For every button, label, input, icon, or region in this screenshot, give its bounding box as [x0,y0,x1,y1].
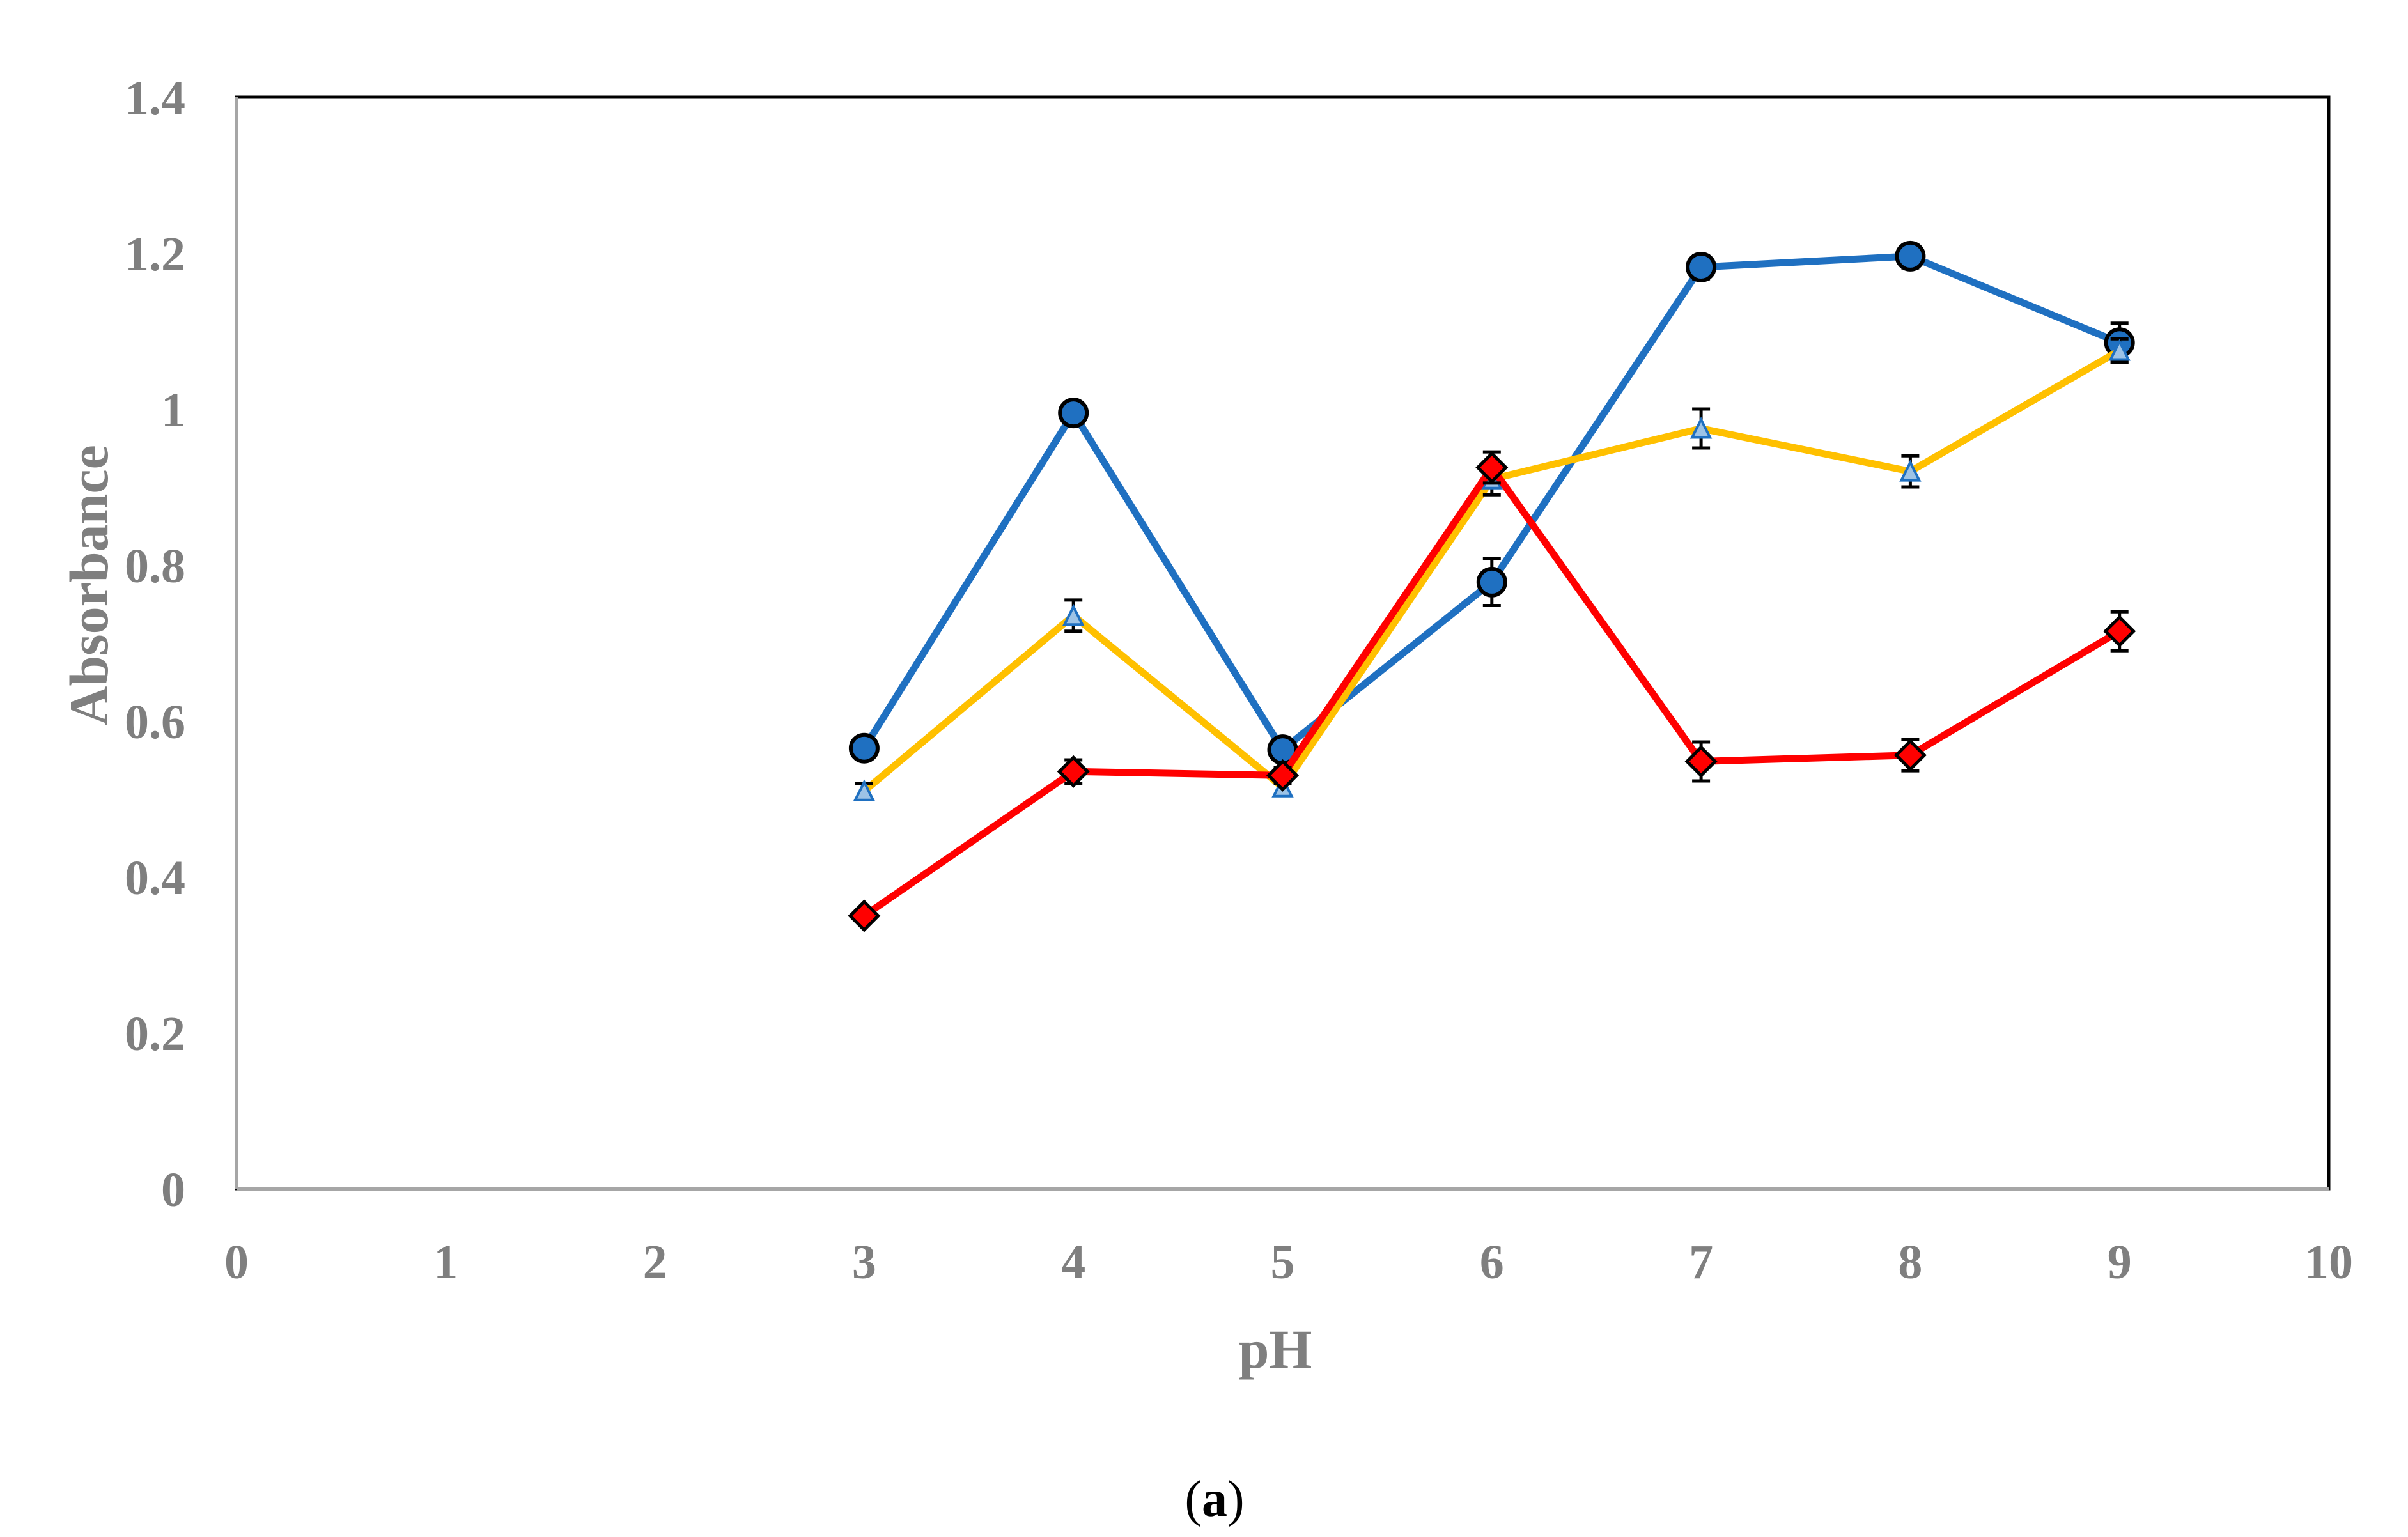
plot-area-frame [235,95,2331,1191]
data-point [853,779,876,801]
x-axis-title: pH [1239,1318,1312,1380]
x-tick-label: 1 [433,1235,458,1289]
caption-close-paren: ) [1227,1471,1245,1527]
x-tick-labels: 0 1 2 3 4 5 6 7 8 9 10 [224,1235,2353,1289]
x-tick-label: 7 [1689,1235,1713,1289]
data-point [2108,339,2131,361]
x-tick-label: 3 [852,1235,876,1289]
data-point [848,732,880,764]
caption-letter: a [1202,1471,1227,1527]
data-point [1684,745,1718,778]
data-point [848,899,881,932]
y-axis-title: Absorbance [58,445,120,726]
x-tick-label: 2 [643,1235,667,1289]
data-point [1899,460,1922,482]
series-diamond [848,450,2136,932]
data-point [1062,603,1085,626]
data-point [1057,755,1090,788]
figure-caption: (a) [1185,1471,1244,1527]
y-tick-label: 1.2 [125,228,185,281]
x-tick-label: 0 [224,1235,249,1289]
data-point [1475,451,1509,484]
series-layer [848,240,2136,932]
y-tick-label: 1.4 [125,72,185,125]
series-circle [848,240,2135,766]
data-point [1266,759,1300,792]
x-tick-label: 9 [2108,1235,2132,1289]
y-tick-label: 1 [161,383,185,437]
x-tick-label: 8 [1898,1235,1922,1289]
y-tick-label: 0.8 [125,539,185,593]
y-tick-label: 0.4 [125,851,185,905]
data-point [1895,240,1926,272]
data-point [1689,417,1713,439]
x-tick-label: 10 [2304,1235,2353,1289]
y-tick-label: 0.2 [125,1007,185,1061]
y-tick-label: 0.6 [125,695,185,749]
x-tick-label: 6 [1480,1235,1504,1289]
x-tick-label: 4 [1061,1235,1085,1289]
data-point [1476,566,1507,598]
y-tick-label: 0 [161,1163,185,1217]
y-tick-labels: 0 0.2 0.4 0.6 0.8 1 1.2 1.4 [125,72,185,1217]
data-point [1686,251,1717,282]
x-tick-label: 5 [1271,1235,1295,1289]
data-point [1058,398,1089,429]
data-point [2103,615,2136,648]
caption-open-paren: ( [1185,1471,1202,1527]
data-point [1893,739,1927,772]
